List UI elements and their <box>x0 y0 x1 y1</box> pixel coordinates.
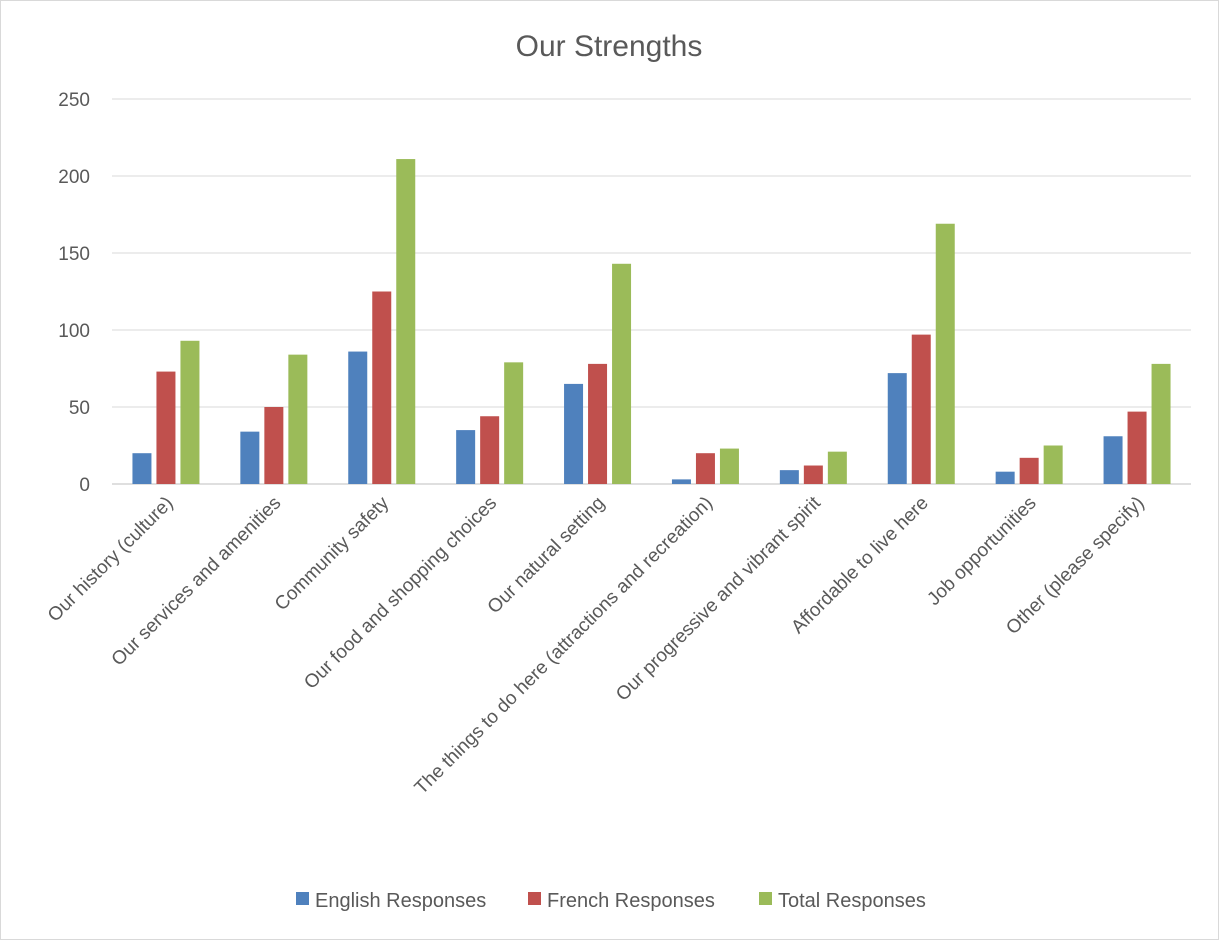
bar-french-responses-0 <box>156 371 176 484</box>
bar-french-responses-5 <box>695 453 715 484</box>
chart-title: Our Strengths <box>516 30 703 63</box>
bar-total-responses-3 <box>504 362 524 484</box>
bar-total-responses-9 <box>1151 363 1171 484</box>
bar-english-responses-9 <box>1103 436 1123 484</box>
y-tick-label: 0 <box>79 475 90 496</box>
bar-total-responses-2 <box>396 159 416 484</box>
x-category-label: Community safety <box>271 492 394 615</box>
legend-label: Total Responses <box>778 890 926 912</box>
y-axis-ticks: 0 50 100 150 200 250 <box>58 90 90 496</box>
legend-swatch <box>296 892 309 905</box>
bar-english-responses-5 <box>671 479 691 484</box>
bar-total-responses-6 <box>827 451 847 484</box>
y-tick-label: 200 <box>58 167 90 188</box>
bars <box>132 159 1171 485</box>
legend-label: French Responses <box>547 890 715 912</box>
x-axis-labels: Our history (culture)Our services and am… <box>44 492 1149 799</box>
bar-french-responses-4 <box>588 363 608 484</box>
bar-french-responses-6 <box>803 465 823 484</box>
y-tick-label: 250 <box>58 90 90 111</box>
x-category-label: Our progressive and vibrant spirit <box>612 492 825 705</box>
bar-french-responses-7 <box>911 334 931 484</box>
x-category-label: Our natural setting <box>484 493 609 618</box>
bar-french-responses-9 <box>1127 411 1147 484</box>
x-category-label: Job opportunities <box>924 493 1041 610</box>
x-category-label: Our food and shopping choices <box>300 493 501 694</box>
bar-total-responses-4 <box>612 263 632 484</box>
bar-total-responses-7 <box>935 223 955 485</box>
bar-french-responses-2 <box>372 291 392 484</box>
bar-french-responses-8 <box>1019 457 1039 484</box>
bar-english-responses-4 <box>564 383 584 484</box>
bar-english-responses-2 <box>348 351 368 484</box>
bar-english-responses-1 <box>240 431 260 484</box>
legend-swatch <box>759 892 772 905</box>
y-tick-label: 50 <box>69 398 90 419</box>
x-category-label: Our services and amenities <box>108 493 286 671</box>
bar-english-responses-0 <box>132 453 152 484</box>
bar-total-responses-8 <box>1043 445 1063 484</box>
bar-english-responses-6 <box>779 470 799 484</box>
bar-english-responses-3 <box>456 430 476 484</box>
bar-total-responses-5 <box>719 448 739 484</box>
legend: English Responses French Responses Total R… <box>296 890 926 912</box>
bar-english-responses-8 <box>995 471 1015 484</box>
bar-french-responses-1 <box>264 407 284 484</box>
legend-swatch <box>528 892 541 905</box>
bar-english-responses-7 <box>887 373 907 484</box>
bar-total-responses-1 <box>288 354 308 484</box>
bar-french-responses-3 <box>480 416 500 484</box>
bar-total-responses-0 <box>180 340 200 484</box>
y-tick-label: 100 <box>58 321 90 342</box>
y-tick-label: 150 <box>58 244 90 265</box>
legend-label: English Responses <box>315 890 486 912</box>
